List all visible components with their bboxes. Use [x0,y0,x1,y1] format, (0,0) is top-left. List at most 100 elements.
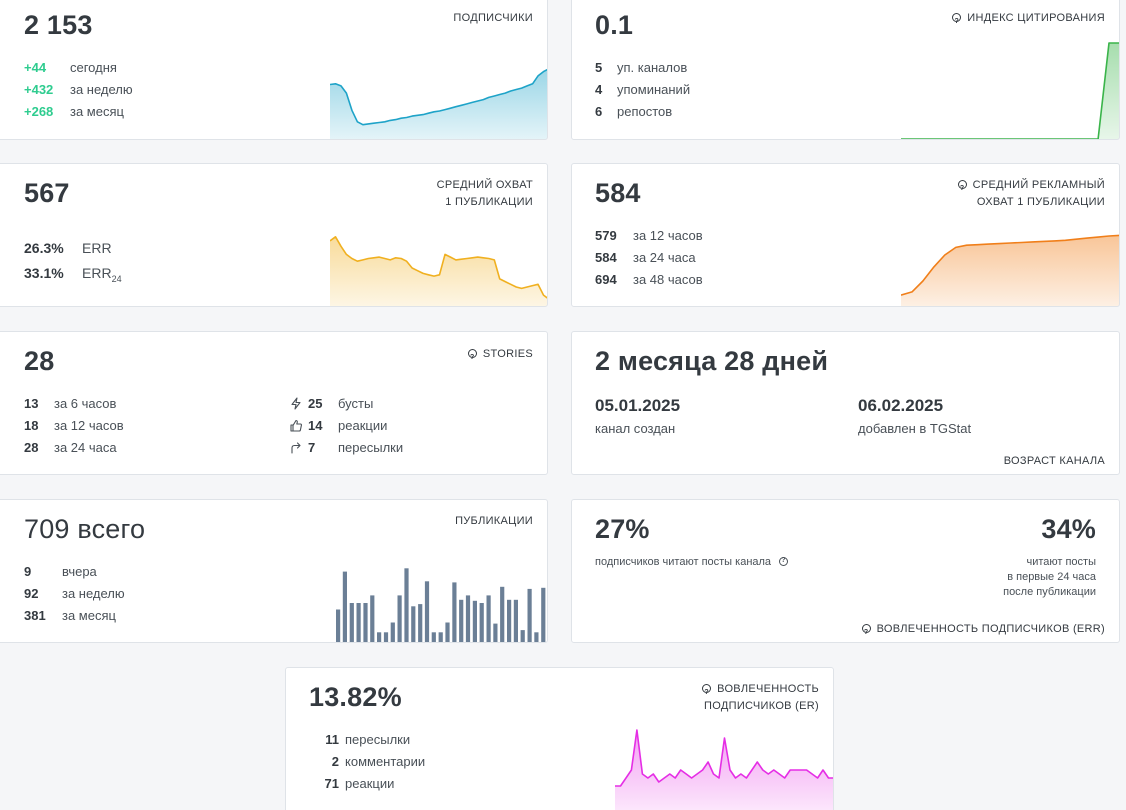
bar[interactable] [370,595,375,642]
stat-row: +44 сегодня [24,60,117,75]
bar[interactable] [465,595,471,642]
series-line[interactable] [901,234,1120,296]
publications-chart[interactable] [336,560,548,642]
ad-reach-chart[interactable] [901,226,1120,306]
bar[interactable] [500,586,505,642]
bar[interactable] [404,568,409,642]
subscribers-stats: +44 сегодня +432 за неделю +268 за месяц [24,57,133,123]
bar[interactable] [424,581,430,642]
bar[interactable] [507,599,512,642]
area-fill [901,43,1119,139]
subscribers-label: ПОДПИСЧИКИ [453,12,533,24]
bar[interactable] [520,630,525,642]
stat-row: 6 репостов [595,104,673,119]
bar[interactable] [459,599,464,642]
stories-stats: 13 за 6 часов 18 за 12 часов 28 за 24 часа [24,393,124,459]
channel-age-value: 2 месяца 28 дней [595,346,829,376]
bar[interactable] [479,603,484,642]
bar[interactable] [472,600,477,642]
subscribers-chart[interactable] [330,59,548,139]
engagement-card[interactable]: 27% подписчиков читают посты канала 34% … [571,499,1120,643]
stat-row: 2 комментарии [331,754,426,769]
bar[interactable] [411,606,416,642]
help-icon[interactable] [861,624,871,641]
stat-row: 13 за 6 часов [24,396,117,411]
help-icon[interactable] [702,684,712,701]
ad-reach-value: 584 [595,178,641,208]
series-line[interactable] [330,68,548,126]
added-block: 06.02.2025 добавлен в TGStat [858,396,971,436]
bar[interactable] [452,582,457,642]
engagement-left-value: 27% [595,514,650,544]
stat-row: 11 пересылки [325,732,411,747]
ad-reach-label[interactable]: СРЕДНИЙ РЕКЛАМНЫЙ ОХВАТ 1 ПУБЛИКАЦИИ [957,177,1105,211]
citation-label[interactable]: ИНДЕКС ЦИТИРОВАНИЯ [952,10,1105,30]
stat-row: 26.3% ERR [24,240,112,256]
bar[interactable] [438,632,443,642]
bar[interactable] [342,571,347,642]
stat-row: +268 за месяц [24,104,124,119]
engagement-left-text[interactable]: подписчиков читают посты канала [595,556,794,568]
stories-interactions: 25 бусты 14 реакции 7 пересылки [290,393,403,459]
series-line[interactable] [330,236,548,299]
stat-row: 7 пересылки [290,437,403,459]
publications-card[interactable]: 709 всего ПУБЛИКАЦИИ 9 вчера 92 за неделю … [0,499,548,643]
bar[interactable] [541,587,546,642]
series-line[interactable] [615,729,834,787]
stories-count: 28 [24,346,55,376]
added-date: 06.02.2025 [858,396,944,415]
bar[interactable] [397,595,402,642]
help-icon[interactable] [467,349,477,366]
stat-row: 71 реакции [324,776,395,791]
bar[interactable] [418,604,423,642]
ad-reach-stats: 579 за 12 часов 584 за 24 часа 694 за 48 ча… [595,225,703,291]
area-fill [615,730,833,810]
bar[interactable] [363,603,368,642]
citation-card[interactable]: 0.1 ИНДЕКС ЦИТИРОВАНИЯ 5уп. каналов 4упо… [571,0,1120,140]
help-icon[interactable] [779,557,789,566]
avg-reach-chart[interactable] [330,226,548,306]
added-text: добавлен в TGStat [858,421,972,436]
stat-row: 28 за 24 часа [24,440,117,455]
bar[interactable] [356,603,361,642]
engagement-label[interactable]: ВОВЛЕЧЕННОСТЬ ПОДПИСЧИКОВ (ERR) [861,621,1105,641]
er-label[interactable]: ВОВЛЕЧЕННОСТЬ ПОДПИСЧИКОВ (ER) [702,681,819,715]
lightning-icon [291,397,301,410]
er-chart[interactable] [615,718,834,810]
bar[interactable] [493,623,498,642]
subscribers-count: 2 153 [24,10,93,40]
bar[interactable] [527,588,532,642]
bar[interactable] [390,622,395,643]
engagement-right-value: 34% [1041,514,1096,544]
avg-reach-card[interactable]: 567 СРЕДНИЙ ОХВАТ 1 ПУБЛИКАЦИИ 26.3% ERR … [0,163,548,307]
help-icon[interactable] [957,180,967,197]
engagement-right-text: читают посты в первые 24 часа после публ… [1003,556,1096,598]
stat-row: +432 за неделю [24,82,133,97]
ad-reach-card[interactable]: 584 СРЕДНИЙ РЕКЛАМНЫЙ ОХВАТ 1 ПУБЛИКАЦИИ… [571,163,1120,307]
bar[interactable] [431,632,436,642]
stat-row: 579 за 12 часов [595,228,703,243]
bar[interactable] [383,632,389,642]
help-icon[interactable] [952,13,962,30]
stat-row: 381 за месяц [24,608,116,623]
avg-reach-label: СРЕДНИЙ ОХВАТ 1 ПУБЛИКАЦИИ [436,179,533,208]
subscribers-card[interactable]: 2 153 ПОДПИСЧИКИ +44 сегодня +432 за недел… [0,0,548,140]
bar[interactable] [534,632,539,642]
series-line[interactable] [901,42,1120,139]
stat-row: 9 вчера [24,564,97,579]
created-date: 05.01.2025 [595,396,681,415]
stories-label[interactable]: STORIES [467,346,533,366]
bar[interactable] [513,599,518,642]
bar[interactable] [445,622,450,643]
bar[interactable] [486,595,491,642]
bar[interactable] [349,603,354,642]
area-fill [330,69,547,139]
citation-chart[interactable] [901,39,1120,139]
er-card[interactable]: 13.82% ВОВЛЕЧЕННОСТЬ ПОДПИСЧИКОВ (ER) 11… [285,667,834,810]
stat-row: 92 за неделю [24,586,125,601]
area-fill [901,235,1119,306]
bar[interactable] [377,632,382,642]
bar[interactable] [336,609,341,643]
channel-age-card[interactable]: 2 месяца 28 дней 05.01.2025 канал создан… [571,331,1120,475]
